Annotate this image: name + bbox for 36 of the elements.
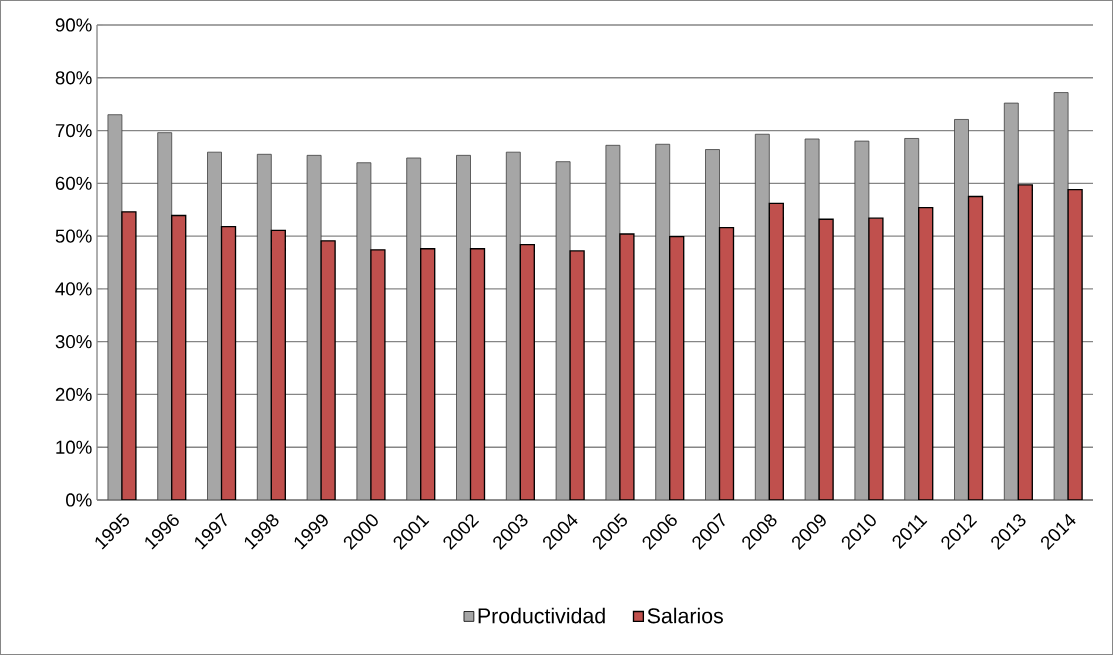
- y-tick-label: 20%: [55, 387, 92, 402]
- bar: [270, 229, 286, 500]
- y-tick-label: 40%: [55, 282, 92, 296]
- bar: [406, 157, 422, 500]
- bar: [456, 154, 471, 500]
- bar: [918, 206, 934, 500]
- bar: [754, 133, 770, 500]
- y-tick-label: 30%: [55, 335, 92, 349]
- bar: [220, 225, 237, 500]
- y-tick-label: 70%: [55, 123, 92, 138]
- bar: [171, 214, 187, 500]
- legend-label: Productividad: [478, 607, 605, 624]
- bar: [655, 143, 671, 500]
- bar: [904, 138, 920, 500]
- bar: [1003, 102, 1019, 500]
- legend-label: Salarios: [647, 607, 723, 624]
- bar: [718, 226, 735, 500]
- y-tick-label: 50%: [55, 229, 92, 243]
- bar: [469, 248, 486, 500]
- bar: [207, 151, 222, 500]
- bar: [768, 202, 784, 500]
- bar: [505, 151, 521, 500]
- bar: [519, 243, 535, 500]
- y-tick-label: 80%: [55, 71, 92, 85]
- bar: [967, 195, 984, 500]
- bar: [157, 132, 173, 500]
- bar: [256, 153, 272, 500]
- y-tick-label: 90%: [55, 18, 92, 32]
- bar: [705, 149, 720, 500]
- bar: [1017, 184, 1033, 500]
- bar: [420, 248, 436, 500]
- y-tick-label: 60%: [55, 176, 92, 190]
- bar: [954, 119, 969, 500]
- y-tick-label: 0%: [66, 493, 92, 507]
- y-tick-label: 10%: [56, 440, 92, 454]
- bar: [669, 235, 685, 500]
